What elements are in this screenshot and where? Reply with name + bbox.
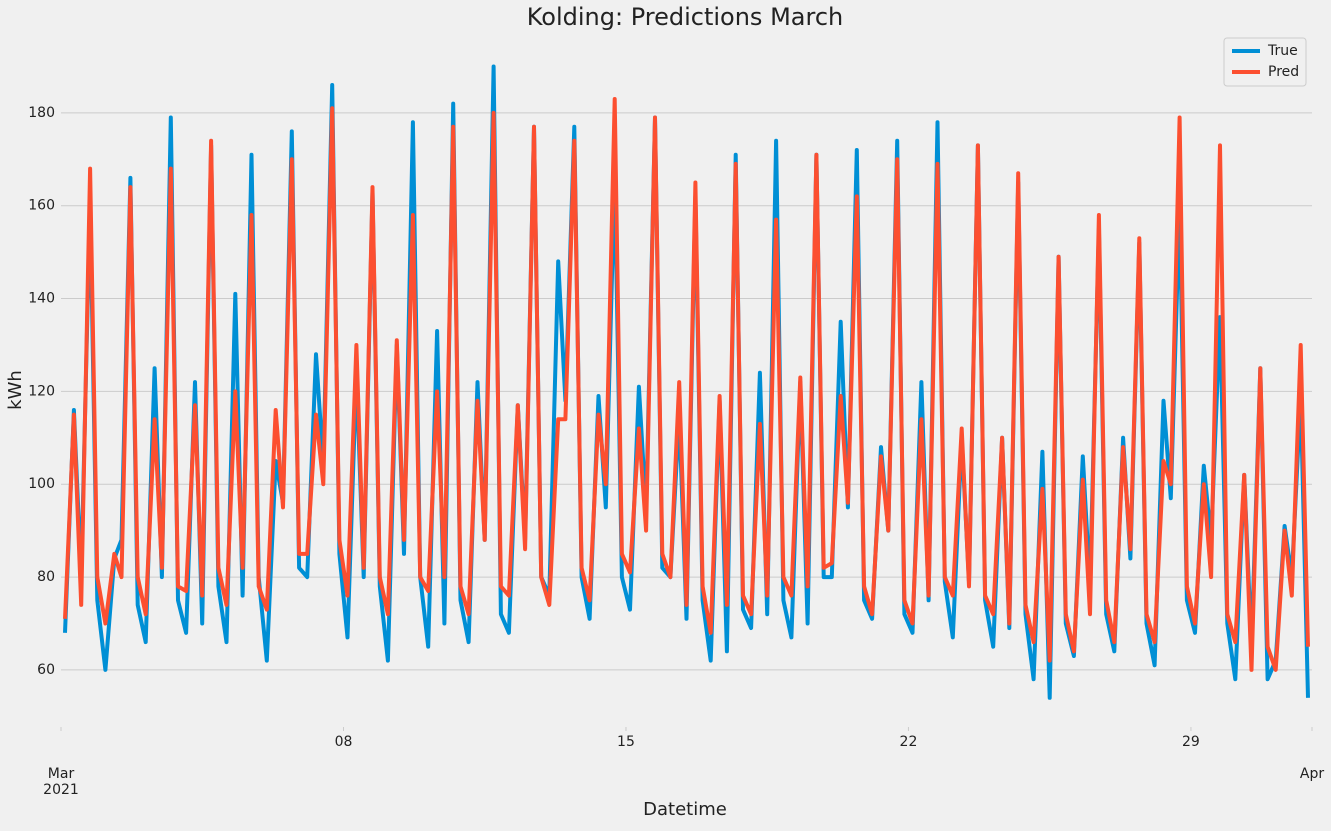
y-tick-label: 160 (28, 198, 55, 214)
y-tick-label: 120 (28, 383, 55, 399)
chart-title: Kolding: Predictions March (527, 3, 843, 31)
series-line (63, 97, 1310, 672)
y-axis-label: kWh (5, 370, 26, 410)
legend-label: True (1267, 43, 1298, 59)
x-tick-label: 29 (1182, 734, 1200, 750)
x-tick-label: 08 (335, 734, 353, 750)
x-tick-label: 22 (900, 734, 918, 750)
y-tick-label: 80 (37, 569, 55, 585)
x-tick-label: 15 (617, 734, 635, 750)
plot (63, 64, 1310, 700)
x-tick-label: Mar (48, 766, 75, 782)
y-tick-label: 100 (28, 476, 55, 492)
x-axis-label: Datetime (643, 799, 727, 820)
legend: True Pred (1223, 37, 1307, 87)
x-year-label: 2021 (43, 782, 79, 798)
y-tick-label: 60 (37, 662, 55, 678)
x-tick-label: Apr (1300, 766, 1324, 782)
y-tick-label: 140 (28, 291, 55, 307)
y-tick-label: 180 (28, 105, 55, 121)
legend-label: Pred (1268, 64, 1299, 80)
